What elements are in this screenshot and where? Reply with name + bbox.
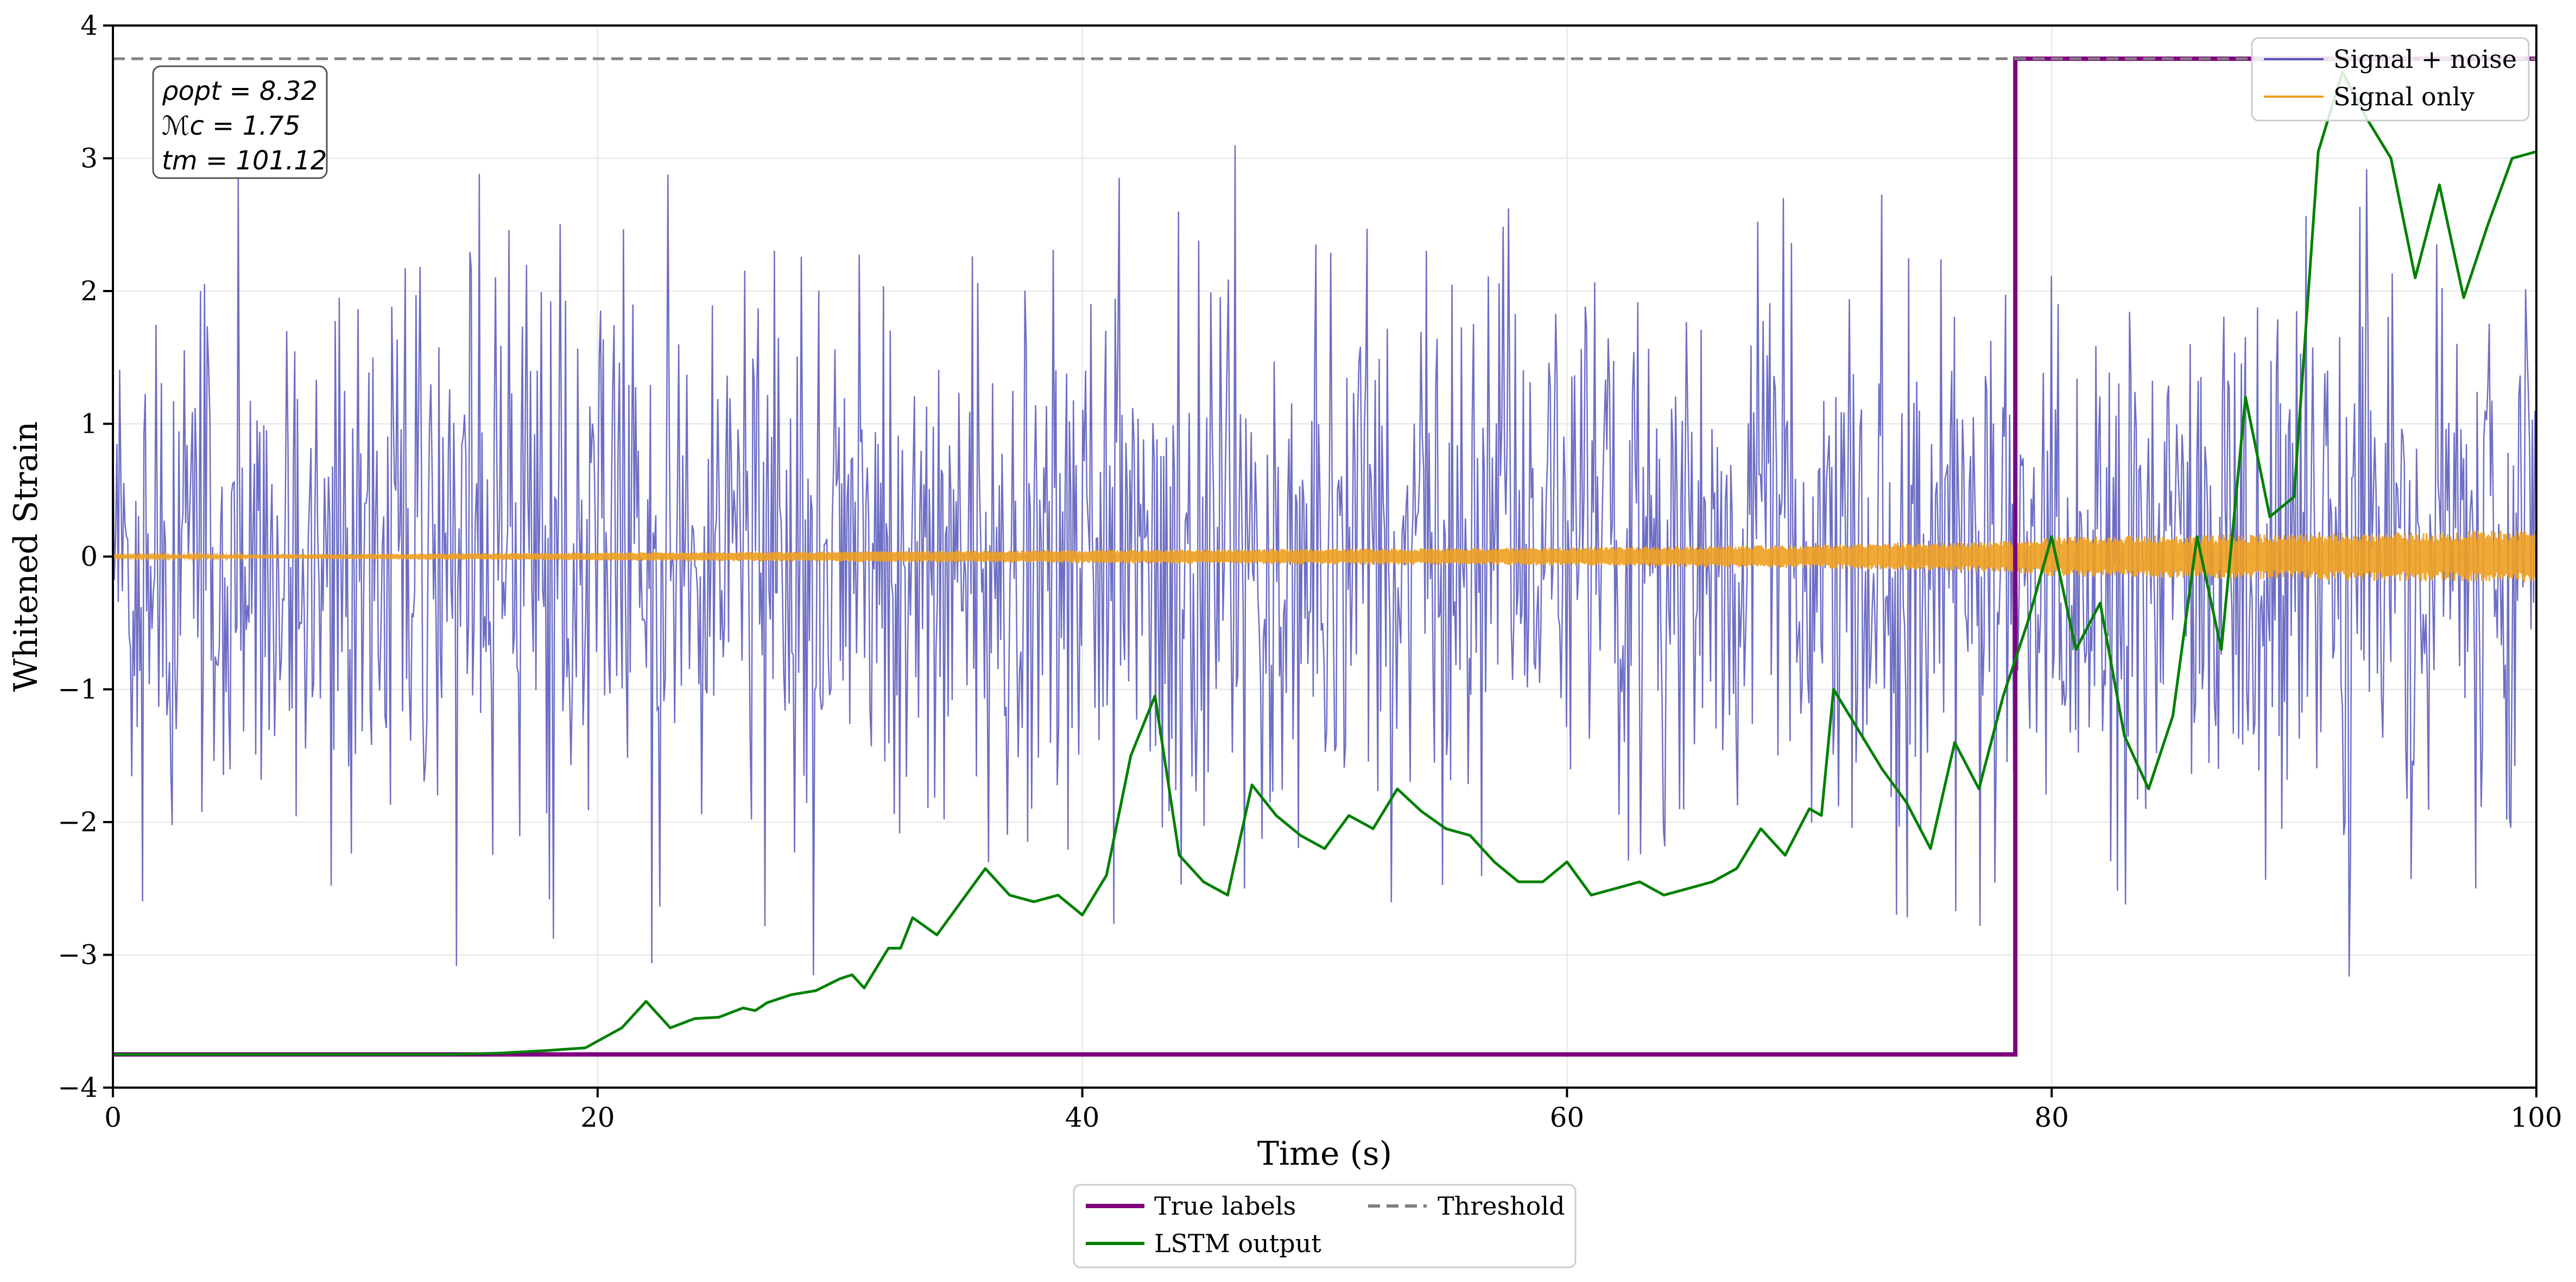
y-ticks: −4 −3 −2 −1 0 1 2 3 4 (58, 10, 113, 1103)
annotation-box: ρopt = 8.32 ℳc = 1.75 tm = 101.12 (152, 65, 328, 179)
x-ticks: 0 20 40 60 80 100 (104, 1088, 2562, 1133)
annotation-frame (152, 65, 328, 179)
legend-lower-frame (1073, 1184, 1577, 1268)
legend-signal-noise-label: Signal + noise (2333, 45, 2517, 74)
legend-true-labels-label: True labels (1154, 1191, 1296, 1221)
annotation-rho-opt: ρopt = 8.32 (162, 76, 318, 106)
y-tick-label: −3 (58, 939, 98, 971)
legend-upper: Signal + noise Signal only (2251, 37, 2530, 122)
y-tick-label: 2 (80, 275, 98, 307)
y-tick-label: 0 (80, 541, 98, 572)
y-tick-label: −1 (58, 674, 98, 705)
annotation-chirp-mass: ℳc = 1.75 (162, 111, 300, 141)
series-signal-plus-noise (112, 145, 2537, 977)
y-tick-label: 4 (80, 10, 98, 41)
legend-signal-only-label: Signal only (2333, 82, 2474, 111)
x-axis-label: Time (s) (1257, 1135, 1392, 1173)
y-tick-label: −4 (58, 1072, 98, 1103)
signal-plus-noise-line (112, 145, 2537, 977)
y-tick-label: 3 (80, 143, 98, 174)
x-tick-label: 40 (1065, 1102, 1100, 1133)
lstm-output-line (113, 71, 2537, 1056)
legend-threshold-label: Threshold (1438, 1191, 1565, 1221)
x-tick-label: 80 (2034, 1102, 2069, 1133)
y-tick-label: 1 (80, 408, 98, 440)
signal-only-line (112, 530, 2537, 583)
legend-lower: True labels LSTM output Threshold (1073, 1184, 1577, 1268)
series-signal-only (112, 530, 2537, 583)
y-axis-label: Whitened Strain (7, 421, 45, 692)
x-tick-label: 100 (2510, 1102, 2562, 1133)
x-tick-label: 20 (580, 1102, 615, 1133)
annotation-merger-time: tm = 101.12 (162, 146, 327, 176)
x-tick-label: 0 (104, 1102, 122, 1133)
legend-lstm-label: LSTM output (1154, 1229, 1321, 1258)
x-tick-label: 60 (1550, 1102, 1585, 1133)
y-tick-label: −2 (58, 806, 98, 838)
series-lstm-output (113, 71, 2537, 1056)
